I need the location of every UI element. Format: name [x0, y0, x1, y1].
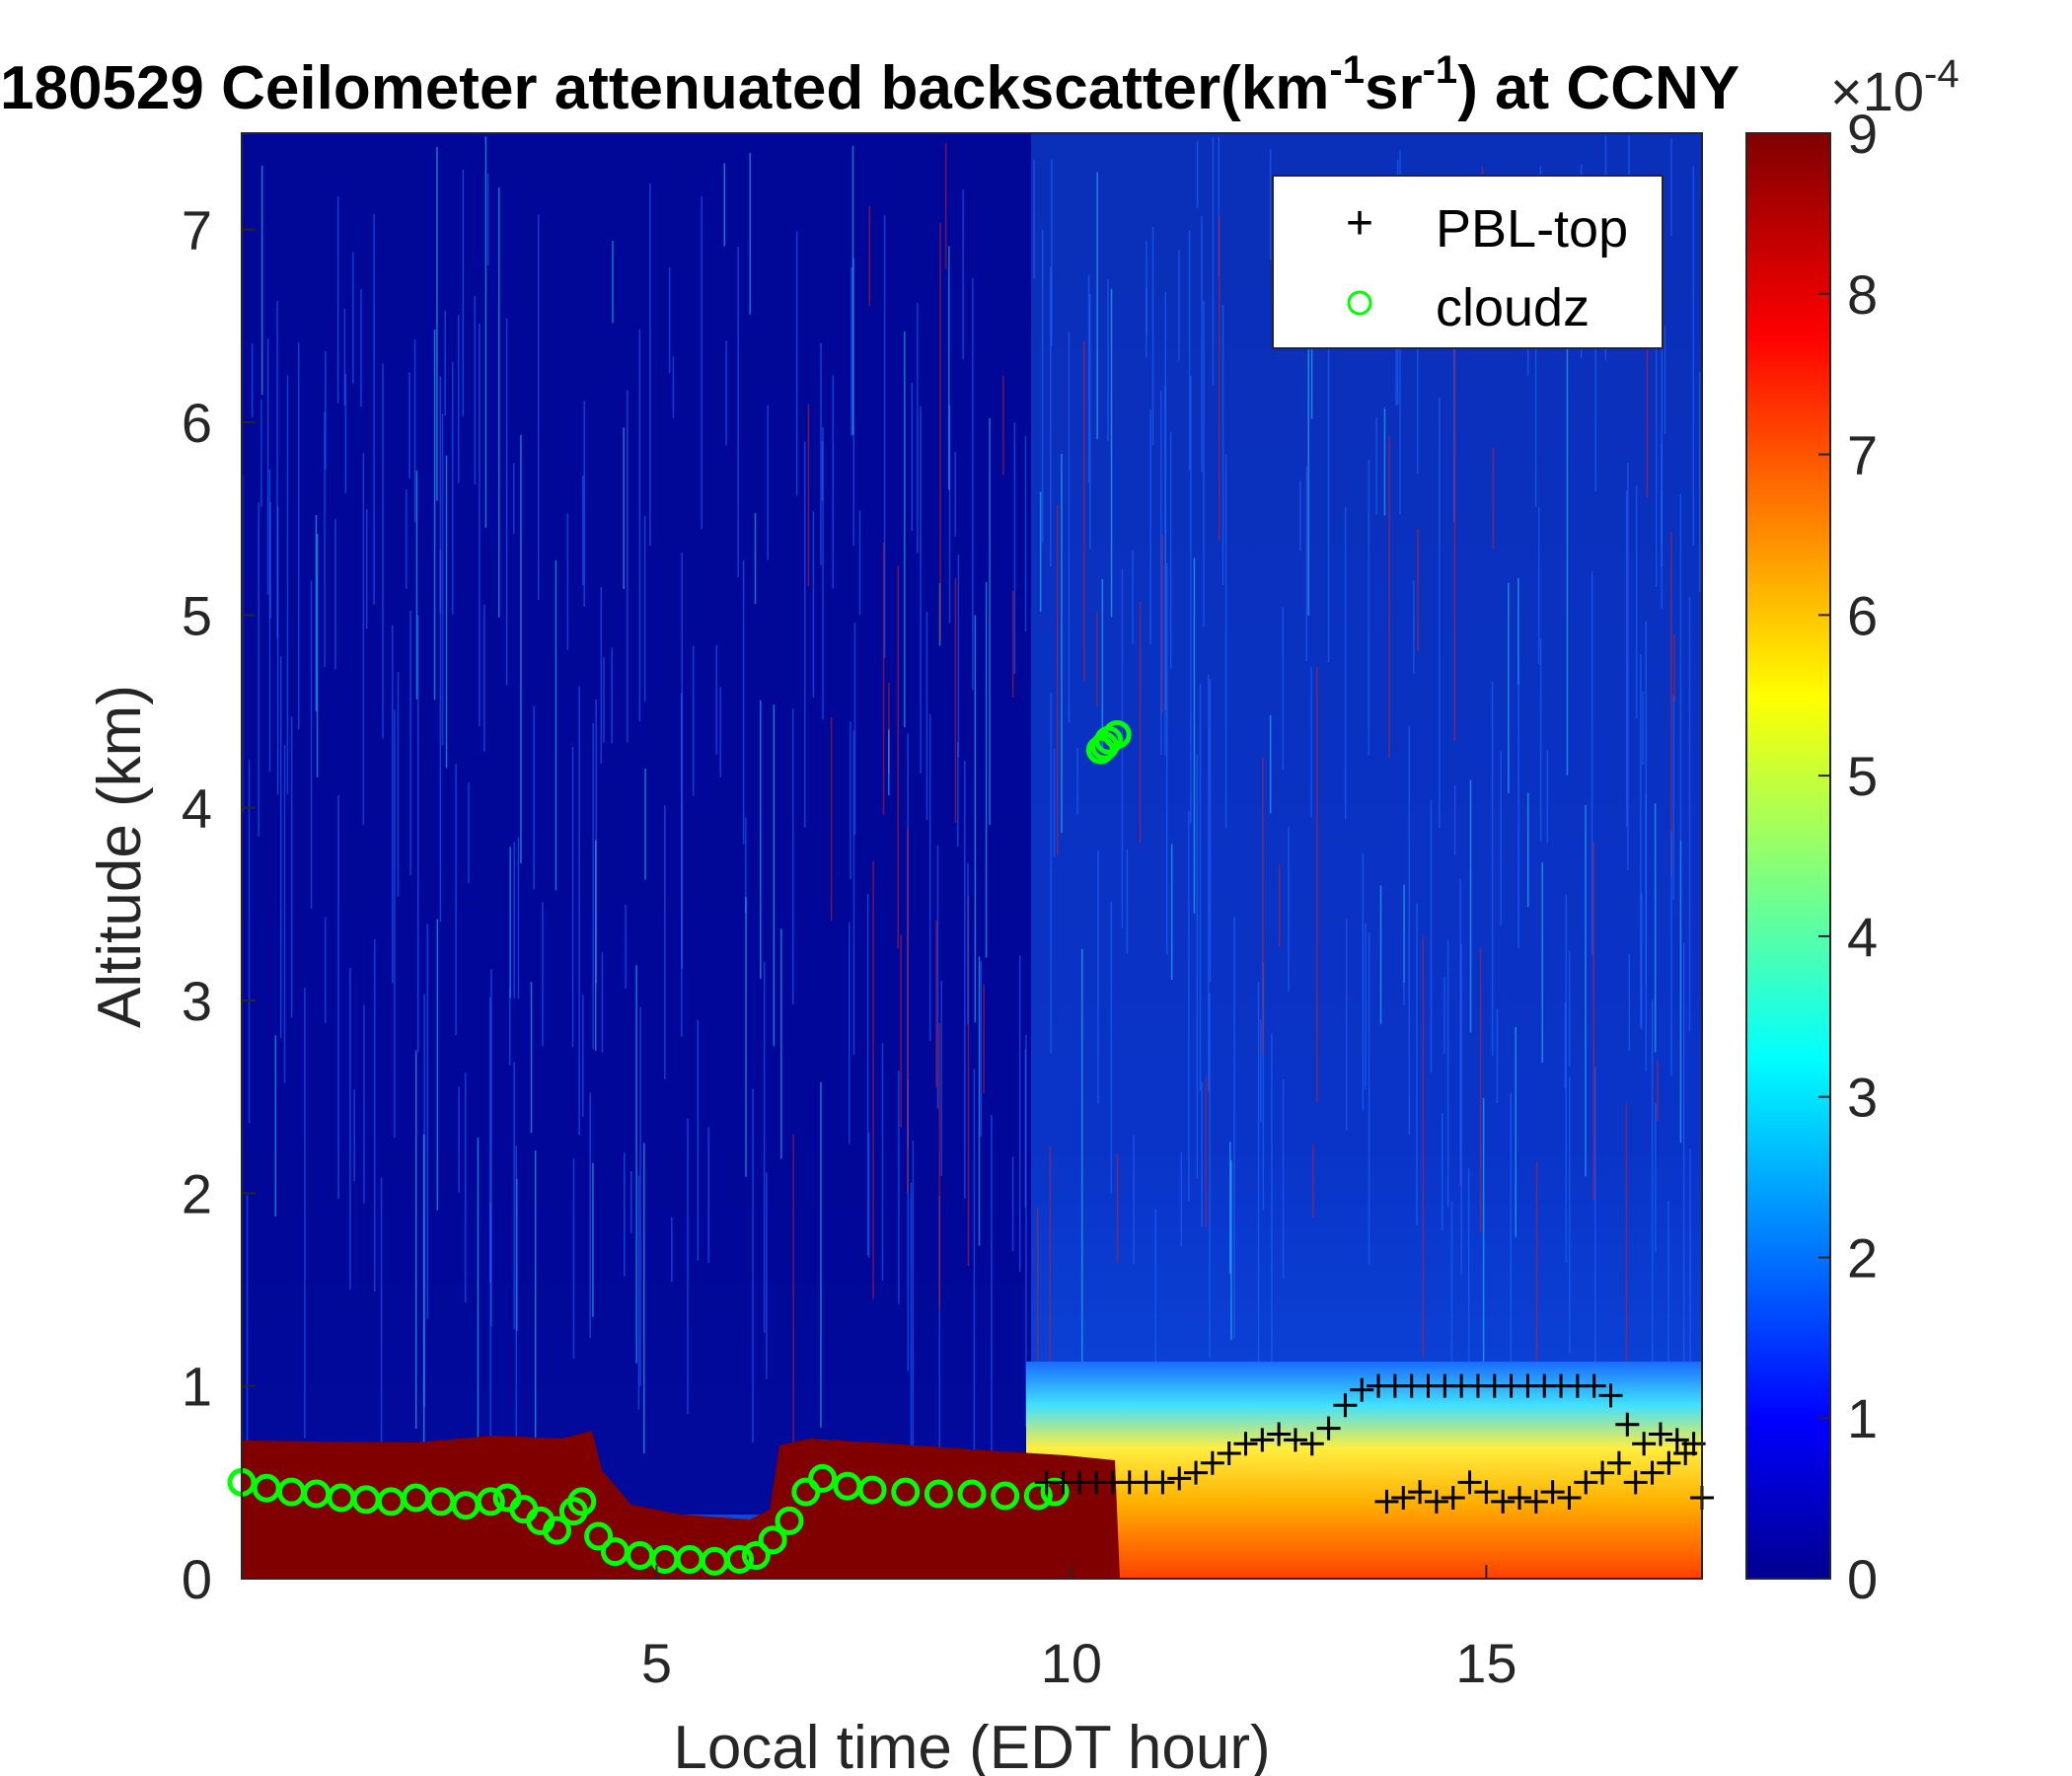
pbl-top-point: [1508, 1485, 1531, 1510]
pbl-top-point: [1540, 1480, 1565, 1505]
pbl-top-point: [1648, 1422, 1672, 1446]
pbl-top-point: [1167, 1466, 1192, 1491]
pbl-top-point: [1424, 1489, 1448, 1514]
cloudz-point: [725, 1544, 755, 1574]
pbl-top-point: [1316, 1416, 1341, 1441]
pbl-top-point: [1615, 1412, 1640, 1437]
pbl-top-point: [1640, 1460, 1665, 1485]
legend-label-cloudz: cloudz: [1436, 278, 1590, 337]
cloudz-point: [1040, 1477, 1070, 1507]
legend-marker-pbl-top: +: [1346, 197, 1373, 250]
colorbar-tick-label: 5: [1847, 745, 1878, 807]
cloudz-point: [857, 1475, 887, 1505]
pbl-top-point: [1606, 1450, 1631, 1475]
legend-label-pbl-top: PBL-top: [1436, 199, 1628, 259]
pbl-top-point: [1574, 1470, 1598, 1495]
colorbar-tick-label: 7: [1847, 424, 1878, 486]
pbl-top-point: [1523, 1489, 1548, 1514]
chart-title: 180529 Ceilometer attenuated backscatter…: [0, 48, 1739, 122]
y-tick-label: 2: [182, 1162, 212, 1224]
x-axis: 5 10 15: [641, 1565, 1517, 1694]
x-axis-label: Local time (EDT hour): [673, 1714, 1270, 1776]
colorbar-gradient: [1745, 132, 1831, 1580]
saturated-near-surface: [242, 1431, 1120, 1579]
cloudz-point: [991, 1481, 1020, 1511]
colorbar-tick-label: 3: [1847, 1067, 1878, 1129]
pbl-top-point: [1557, 1485, 1582, 1510]
backscatter-noise: [242, 135, 1701, 1539]
pbl-top-point: [1673, 1442, 1698, 1466]
y-tick-label: 6: [182, 392, 212, 454]
colorbar-multiplier: ×10-4: [1830, 52, 1960, 122]
pbl-top-point: [1657, 1450, 1681, 1475]
pbl-top-point: [1374, 1489, 1399, 1514]
plot-frame: [241, 132, 1703, 1580]
colorbar-tick-label: 9: [1847, 103, 1878, 165]
pbl-top-point: [1350, 1377, 1374, 1402]
y-tick-label: 7: [182, 199, 212, 261]
pbl-top-point: [1491, 1489, 1516, 1514]
colorbar-tick-label: 2: [1847, 1226, 1878, 1289]
y-tick-label: 1: [182, 1356, 212, 1418]
pbl-top-point: [1200, 1450, 1224, 1475]
y-axis: 0 1 2 3 4 5 6 7: [182, 199, 256, 1610]
colorbar-tick-label: 8: [1847, 263, 1878, 326]
colorbar-tick-label: 4: [1847, 906, 1878, 968]
legend: + PBL-top cloudz: [1272, 175, 1664, 349]
pbl-top-point: [1233, 1432, 1258, 1456]
colorbar-ticks: 0 1 2 3 4 5 6 7 8 9: [1818, 103, 1878, 1610]
y-tick-label: 5: [182, 584, 212, 646]
cloudz-point: [584, 1521, 614, 1551]
pbl-top-point: [1457, 1470, 1482, 1495]
pbl-top-point: [1267, 1422, 1292, 1446]
y-tick-label: 0: [182, 1548, 212, 1610]
cloudz-point: [1090, 731, 1120, 761]
cloudz-point: [1023, 1481, 1053, 1511]
cloudz-point: [957, 1479, 987, 1509]
pbl-top-point: [1250, 1428, 1275, 1452]
heatmap: [242, 133, 1702, 1579]
y-tick-label: 3: [182, 970, 212, 1032]
cloudz-point: [543, 1516, 572, 1545]
cloudz-point: [758, 1525, 787, 1555]
pbl-top-point: [1217, 1442, 1241, 1466]
colorbar-tick-label: 6: [1847, 584, 1878, 646]
colorbar: 0 1 2 3 4 5 6 7 8 9 ×10-4: [1745, 52, 1960, 1610]
cloudz-point: [924, 1479, 953, 1509]
colorbar-tick-label: 1: [1847, 1387, 1878, 1449]
y-axis-label: Altitude (km): [86, 685, 154, 1028]
cloudz-point: [808, 1463, 838, 1493]
x-tick-label: 5: [641, 1632, 672, 1694]
pbl-top-point: [1441, 1485, 1465, 1510]
cloudz-point: [567, 1487, 597, 1517]
pbl-top-point: [1598, 1383, 1623, 1408]
pbl-top-point: [1474, 1480, 1499, 1505]
pbl-top-point: [1150, 1470, 1175, 1495]
colorbar-tick-label: 0: [1847, 1548, 1878, 1610]
legend-marker-cloudz: [1347, 290, 1372, 316]
pbl-top-point: [1283, 1428, 1307, 1452]
pbl-top-point: [1333, 1393, 1358, 1418]
pbl-top-point: [1591, 1460, 1615, 1485]
pbl-top-point: [1665, 1428, 1689, 1452]
pbl-top-point: [1299, 1432, 1324, 1456]
pbl-top-point: [1632, 1432, 1657, 1456]
cloudz-point: [741, 1541, 771, 1571]
pbl-top-point: [1391, 1485, 1416, 1510]
pbl-top-point: [1623, 1470, 1648, 1495]
legend-box: [1272, 175, 1664, 349]
x-tick-label: 10: [1041, 1632, 1102, 1694]
boundary-layer-hot: [1026, 1362, 1702, 1579]
x-tick-label: 15: [1455, 1632, 1517, 1694]
cloudz-point: [476, 1487, 505, 1517]
pbl-top-point: [1582, 1373, 1606, 1398]
series-layer: [227, 719, 1714, 1576]
y-tick-label: 4: [182, 777, 212, 840]
cloudz-point: [891, 1477, 921, 1507]
cloudz-point: [775, 1506, 804, 1535]
pbl-top-point: [1408, 1480, 1433, 1505]
pbl-top-point: [1184, 1460, 1209, 1485]
